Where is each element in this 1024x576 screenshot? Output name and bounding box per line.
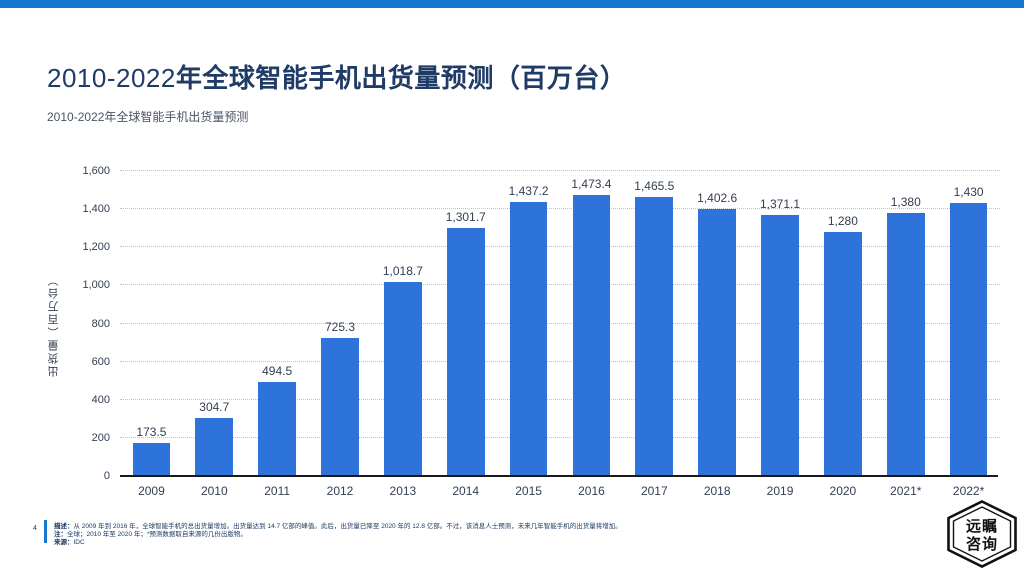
footnote-accent-bar — [44, 520, 47, 543]
gridline — [120, 284, 1000, 286]
bar-column: 1,465.5 — [623, 171, 686, 476]
x-axis-tick-label: 2022* — [952, 484, 985, 498]
logo-text-row1: 远瞩 — [966, 518, 998, 535]
gridline — [120, 398, 1000, 400]
y-axis-tick-label: 200 — [91, 431, 110, 444]
gridline — [120, 170, 1000, 171]
bar — [886, 212, 925, 476]
bar-value-label: 1,380 — [890, 194, 921, 209]
bar-column: 1,473.4 — [560, 171, 623, 476]
gridline — [120, 208, 1000, 210]
footnote-lines: 描述：从 2009 年到 2016 年，全球智能手机的总出货量增加。出货量达到 … — [54, 523, 674, 547]
x-axis-baseline — [120, 475, 998, 477]
page-number: 4 — [33, 525, 37, 532]
x-axis-tick-label: 2009 — [138, 484, 165, 498]
footnote-line: 注：全球；2010 年至 2020 年；*预测数据取自来源的几份出版物。 — [54, 531, 247, 538]
bar-value-label: 1,465.5 — [634, 178, 675, 193]
x-axis-tick-label: 2019 — [766, 484, 794, 498]
x-axis-tick-label: 2016 — [578, 484, 605, 498]
x-axis-tick-label: 2021* — [890, 484, 922, 498]
bar-value-label: 494.5 — [262, 363, 293, 378]
footnote-line: 来源：IDC — [54, 539, 85, 546]
bar — [761, 214, 799, 476]
footnote-line: 描述：从 2009 年到 2016 年，全球智能手机的总出货量增加。出货量达到 … — [54, 523, 622, 530]
bar-column: 304.7 — [183, 171, 246, 476]
bar-column: 494.5 — [246, 171, 309, 476]
bar-value-label: 1,371.1 — [760, 196, 801, 211]
bar — [195, 417, 234, 476]
bar-chart-plot-area: 0 200 400 600 800 1,000 1,200 1,400 1,600 173.5 3… — [82, 165, 1000, 482]
bar-column: 1,430 — [937, 171, 1000, 476]
y-axis-tick-label: 600 — [91, 355, 110, 368]
bar-column: 1,371.1 — [749, 171, 812, 476]
x-axis-tick-label: 2015 — [515, 484, 542, 498]
bar-column: 1,018.7 — [371, 171, 434, 476]
bar-value-label: 1,437.2 — [508, 184, 549, 199]
top-accent-bar — [0, 0, 1024, 8]
hexagon-logo-icon: 远瞩 咨询 — [947, 500, 1017, 568]
x-axis-tick-label: 2013 — [389, 484, 417, 498]
bar-column: 1,280 — [811, 171, 874, 476]
y-axis-tick-label: 1,000 — [82, 279, 110, 292]
bar — [384, 281, 422, 476]
x-axis-tick-label: 2018 — [703, 484, 731, 498]
x-axis-tick-label: 2012 — [326, 484, 354, 498]
bar-column: 725.3 — [309, 171, 372, 476]
bar-column: 1,437.2 — [497, 171, 560, 476]
bar-value-label: 1,430 — [953, 185, 984, 200]
x-axis-tick-label: 2010 — [200, 484, 228, 498]
page-title: 2010-2022年全球智能手机出货量预测（百万台） — [47, 58, 626, 95]
gridline — [120, 360, 1000, 362]
bar — [509, 202, 548, 476]
bar-series: 173.5 304.7 494.5 725.3 1,018.7 1,301.7 1,437.… — [120, 171, 1000, 476]
y-axis-tick-label: 1,200 — [82, 241, 110, 254]
bar — [321, 337, 359, 476]
bar-value-label: 1,280 — [827, 214, 858, 228]
x-axis-tick-label: 2017 — [640, 484, 668, 498]
bar-column: 1,380 — [874, 171, 937, 476]
bar — [132, 442, 171, 476]
bar — [824, 232, 862, 476]
bar — [258, 381, 296, 476]
company-logo: 远瞩 咨询 — [946, 500, 1018, 568]
gridline — [120, 436, 1000, 438]
bar-value-label: 173.5 — [136, 424, 167, 439]
bar — [635, 196, 674, 476]
x-axis-tick-labels: 2009 2010 2011 2012 2013 2014 2015 2016 2017 2018… — [120, 484, 1000, 498]
bar-value-label: 725.3 — [324, 319, 356, 334]
page-title-text: 年全球智能手机出货量预测（百万台） — [175, 63, 627, 93]
bar — [949, 203, 988, 476]
y-axis-tick-label: 1,600 — [82, 165, 110, 177]
chart-subtitle: 2010-2022年全球智能手机出货量预测 — [47, 110, 249, 124]
y-axis-tick-label: 1,400 — [82, 203, 110, 216]
logo-text-row2: 咨询 — [966, 535, 998, 553]
page-title-years: 2010-2022 — [47, 63, 176, 93]
bar-column: 1,301.7 — [434, 171, 497, 476]
bar-value-label: 1,473.4 — [571, 177, 612, 192]
y-axis-tick-label: 800 — [91, 317, 110, 330]
bar-column: 173.5 — [120, 171, 183, 476]
gridline — [120, 246, 1000, 248]
x-axis-tick-label: 2020 — [829, 484, 857, 498]
y-axis-tick-label: 0 — [103, 470, 110, 482]
bar-value-label: 1,402.6 — [697, 190, 738, 205]
bar-value-label: 1,301.7 — [445, 209, 486, 224]
y-axis-tick-label: 400 — [91, 393, 110, 406]
gridline — [120, 322, 1000, 324]
bar-column: 1,402.6 — [686, 171, 749, 476]
x-axis-tick-label: 2011 — [264, 484, 291, 498]
x-axis-tick-label: 2014 — [452, 484, 480, 498]
bar — [698, 208, 737, 476]
bar-value-label: 304.7 — [199, 399, 230, 414]
bar-value-label: 1,018.7 — [382, 263, 423, 278]
bar — [446, 227, 485, 476]
bar — [572, 195, 611, 476]
